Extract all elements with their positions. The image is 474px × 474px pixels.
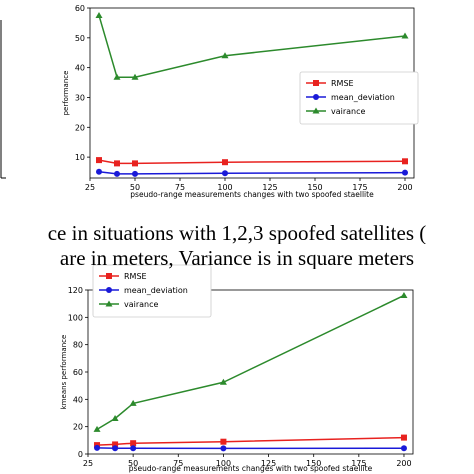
data-point-vairance [400,291,408,298]
data-point-RMSE [96,157,102,164]
series-line-RMSE [96,436,404,446]
legend-marker-RMSE [106,273,112,279]
data-point-vairance [129,399,137,406]
data-point-vairance [95,11,103,18]
y-tick-label: 100 [68,313,83,322]
data-point-RMSE [112,441,119,448]
data-point-vairance [401,32,409,39]
x-tick-label: 200 [397,183,412,192]
data-point-mean_deviation [400,445,407,452]
y-tick-label: 20 [75,123,85,132]
x-tick-label: 100 [217,183,232,192]
series-line-mean_deviation [98,170,406,175]
x-tick-label: 125 [262,183,277,192]
data-point-mean_deviation [94,444,101,451]
legend-marker-vairance [105,300,113,307]
chart-1: 25 50 75 100 125 150 175 200 10 20 30 40 50 60 pseudo-… [62,4,419,199]
x-tick-label: 100 [216,459,231,468]
x-tick-label: 25 [85,183,95,192]
data-point-vairance [219,378,227,385]
data-point-RMSE [220,438,227,445]
y-tick-label: 30 [75,93,85,102]
y-tick-label: 0 [78,450,83,459]
y-tick-label: 50 [75,34,85,43]
legend-marker-RMSE [313,80,319,86]
data-point-vairance [93,425,101,432]
legend-label-mean_deviation: mean_deviation [331,93,395,102]
data-point-RMSE [114,160,120,167]
y-tick-label: 120 [68,286,83,295]
data-point-mean_deviation [220,445,227,452]
data-point-RMSE [400,434,407,441]
data-point-mean_deviation [402,169,408,176]
y-tick-label: 20 [73,423,83,432]
x-tick-label: 175 [351,459,366,468]
data-point-RMSE [130,440,137,447]
data-point-RMSE [402,158,408,165]
series-line-mean_deviation [97,447,404,450]
x-axis-label: pseudo-range measurements changes with t… [130,190,374,199]
y-tick-label: 60 [73,368,83,377]
legend-label-mean_deviation: mean_deviation [124,286,188,295]
data-point-vairance [131,73,139,80]
y-tick-label: 60 [75,4,85,13]
data-point-mean_deviation [132,170,138,177]
x-tick-label: 150 [307,183,322,192]
legend-marker-mean_deviation [106,287,112,293]
chart-2: 25 50 75 100 125 150 175 200 0 20 40 60 80 100 120 pseu… [60,264,414,473]
legend-marker-vairance [312,107,320,114]
y-tick-label: 40 [73,395,83,404]
y-tick-label: 10 [75,153,85,162]
data-point-mean_deviation [96,168,102,175]
legend-box [299,71,419,125]
legend-label-RMSE: RMSE [124,272,147,281]
legend-box [92,264,212,318]
x-tick-label: 50 [128,459,138,468]
data-point-mean_deviation [130,445,137,452]
x-tick-label: 25 [83,459,93,468]
data-point-mean_deviation [112,445,119,452]
data-point-vairance [221,52,229,59]
x-tick-label: 125 [261,459,276,468]
y-axis-label: performance [62,71,70,116]
data-point-RMSE [222,159,228,166]
x-tick-label: 200 [396,459,411,468]
data-point-vairance [111,414,119,421]
caption-line-1: ce in situations with 1,2,3 spoofed sate… [47,222,427,244]
x-tick-label: 75 [175,183,185,192]
data-point-vairance [113,73,121,80]
legend-label-vairance: vairance [124,300,159,309]
x-tick-label: 150 [306,459,321,468]
data-point-RMSE [132,160,138,167]
x-tick-label: 75 [173,459,183,468]
x-tick-label: 50 [130,183,140,192]
series-line-RMSE [98,159,406,165]
y-tick-label: 40 [75,64,85,73]
x-tick-label: 175 [352,183,367,192]
legend-label-vairance: vairance [331,107,366,116]
x-axis-label: pseudo-range measurements changes with t… [129,464,373,473]
y-axis-label: kmeans performance [60,335,68,410]
data-point-mean_deviation [222,170,228,177]
y-tick-label: 80 [73,341,83,350]
legend-label-RMSE: RMSE [331,79,354,88]
data-point-mean_deviation [114,170,120,177]
caption-line-2: are in meters, Variance is in square met… [59,247,415,269]
series-line-vairance [98,15,406,78]
legend-marker-mean_deviation [313,94,319,100]
